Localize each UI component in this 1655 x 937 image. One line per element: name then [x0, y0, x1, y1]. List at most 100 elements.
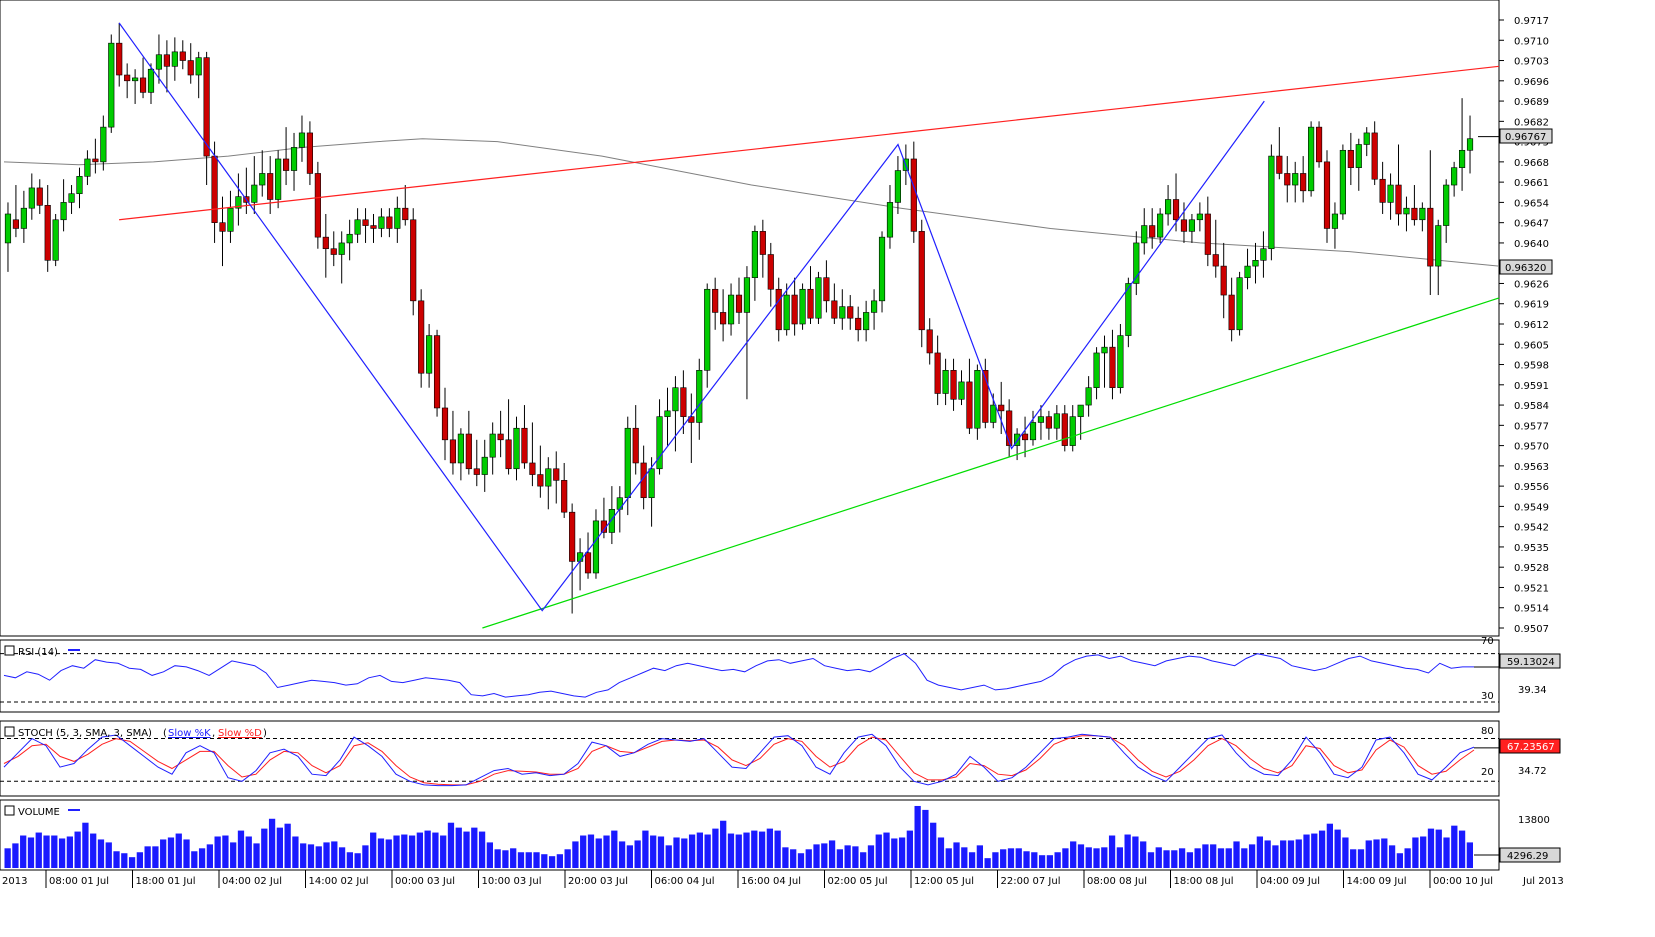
bull-candle [489, 433, 496, 458]
volume-bar [51, 835, 58, 868]
volume-bar [1241, 848, 1248, 868]
bear-candle [1180, 219, 1188, 232]
bear-candle [632, 427, 639, 464]
price-tick-label: 0.9654 [1514, 198, 1549, 209]
bear-candle [680, 387, 687, 417]
volume-bar [1420, 836, 1427, 868]
volume-bar [541, 854, 548, 868]
volume-bar [813, 844, 820, 868]
volume-bar [1303, 834, 1310, 868]
bull-candle [1292, 173, 1299, 186]
stoch-close-icon[interactable] [4, 726, 15, 737]
price-tick-label: 0.9584 [1514, 401, 1549, 412]
bull-candle [1077, 404, 1084, 417]
volume-bar [906, 830, 913, 868]
bear-candle [1045, 416, 1052, 429]
volume-close-icon[interactable] [4, 805, 15, 816]
bull-candle [608, 508, 615, 533]
stoch-header: STOCH (5, 3, SMA, 3, SMA) ( Slow %K , Sl… [4, 726, 267, 739]
rsi-header: RSI (14) [4, 645, 80, 658]
bear-candle [116, 42, 123, 76]
bull-candle [76, 176, 83, 195]
volume-bar [362, 845, 369, 868]
volume-bar [572, 841, 579, 868]
volume-bar [447, 822, 455, 868]
volume-bar [1350, 849, 1357, 868]
bull-candle [132, 77, 139, 82]
volume-bar [665, 845, 672, 868]
volume-bar [66, 836, 73, 868]
bear-candle [1212, 254, 1219, 267]
volume-panel-frame [0, 799, 1500, 871]
volume-bar [1334, 829, 1341, 868]
volume-bar [976, 845, 983, 868]
bull-candle [1053, 413, 1060, 429]
volume-bar [35, 832, 42, 868]
time-tick-label: 00:00 03 Jul [395, 876, 455, 887]
time-tick-label: 06:00 04 Jul [655, 876, 715, 887]
stoch-d-label: Slow %D [218, 728, 262, 739]
bear-candle [306, 132, 314, 174]
bull-candle [727, 294, 735, 325]
bull-candle [1268, 155, 1275, 250]
volume-bar [673, 837, 680, 868]
bear-candle [926, 329, 933, 354]
ma-price-label: 0.96320 [1505, 263, 1546, 274]
bull-candle [1260, 248, 1267, 261]
rsi-close-icon[interactable] [4, 645, 15, 656]
bear-candle [139, 77, 147, 93]
volume-bar [307, 844, 315, 868]
rsi-extra-label: 39.34 [1518, 685, 1547, 696]
bear-candle [1006, 410, 1013, 446]
bear-candle [282, 158, 290, 171]
bear-candle [187, 60, 194, 76]
bull-candle [481, 456, 488, 475]
stoch-value-label: 67.23567 [1507, 742, 1555, 753]
bull-candle [1443, 184, 1450, 226]
bull-candle [696, 370, 703, 423]
bear-candle [219, 222, 226, 232]
volume-bar [844, 845, 851, 868]
stoch-label: STOCH (5, 3, SMA, 3, SMA) [18, 728, 152, 739]
volume-bar [860, 852, 867, 868]
bear-candle [966, 381, 973, 429]
bull-candle [648, 468, 655, 499]
volume-bar [727, 833, 735, 868]
volume-bar [206, 844, 213, 868]
bull-candle [1466, 138, 1474, 151]
stoch-layer [0, 733, 1500, 787]
volume-bar [945, 848, 952, 868]
bear-candle [640, 462, 647, 499]
bear-candle [1371, 132, 1378, 180]
current-price-box [1499, 128, 1553, 144]
volume-bar [805, 849, 812, 868]
volume-bar [564, 849, 571, 868]
bull-candle [1014, 433, 1021, 446]
bull-candle [171, 51, 178, 67]
volume-bar [580, 835, 587, 868]
bear-candle [918, 231, 925, 331]
rsi-value-box [1499, 653, 1561, 669]
volume-bar [1031, 852, 1038, 868]
volume-bar [471, 827, 478, 868]
volume-bar [167, 837, 175, 868]
volume-bar [1062, 848, 1069, 868]
bull-candle [1419, 207, 1426, 221]
bull-candle [751, 231, 758, 278]
time-tick-label: 08:00 01 Jul [49, 876, 109, 887]
bear-candle [386, 216, 393, 229]
bull-candle [155, 54, 163, 70]
bull-candle [60, 202, 67, 221]
volume-bar [875, 834, 882, 868]
volume-bar [883, 832, 890, 868]
volume-bar [1210, 844, 1217, 868]
bull-candle [815, 277, 822, 319]
bear-candle [553, 468, 560, 481]
bull-candle [1101, 346, 1108, 354]
time-tick-label: 04:00 09 Jul [1260, 876, 1320, 887]
price-tick-label: 0.9570 [1514, 442, 1549, 453]
time-tick-label: 2013 [2, 876, 27, 887]
stoch-d-line [3, 735, 1475, 786]
bull-candle [1196, 213, 1203, 221]
time-tick-label: 12:00 05 Jul [914, 876, 974, 887]
